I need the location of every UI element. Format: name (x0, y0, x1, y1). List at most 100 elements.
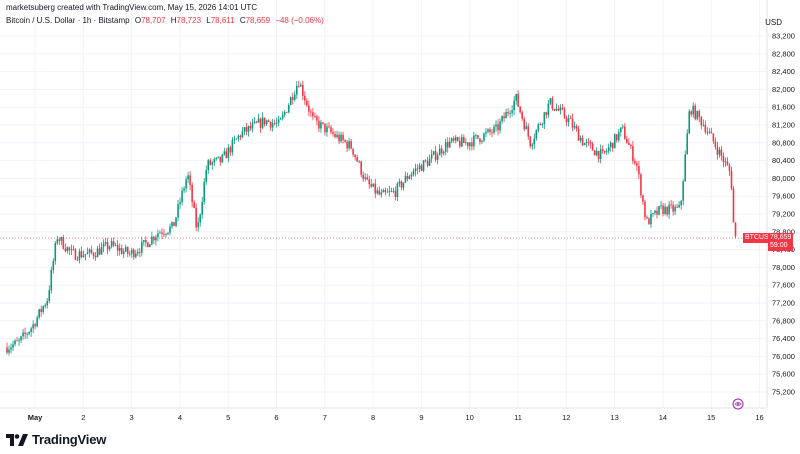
candle[interactable] (611, 142, 614, 152)
candle[interactable] (134, 249, 137, 259)
candle[interactable] (310, 108, 312, 117)
candle[interactable] (422, 159, 425, 173)
candle[interactable] (328, 122, 330, 129)
candle[interactable] (275, 117, 278, 128)
candle[interactable] (527, 123, 530, 140)
candle[interactable] (289, 96, 292, 106)
candle[interactable] (263, 117, 266, 127)
tradingview-brand[interactable]: TradingView (6, 432, 106, 447)
candle[interactable] (479, 138, 481, 145)
candle[interactable] (114, 242, 117, 247)
candle[interactable] (543, 112, 546, 129)
candle[interactable] (297, 80, 300, 88)
candle[interactable] (126, 246, 129, 258)
candle[interactable] (414, 163, 417, 177)
candle[interactable] (557, 105, 560, 112)
candle[interactable] (52, 258, 55, 274)
candle[interactable] (583, 142, 586, 146)
candle[interactable] (175, 216, 177, 228)
candle[interactable] (706, 127, 709, 136)
candle[interactable] (110, 238, 113, 249)
candle[interactable] (122, 248, 125, 259)
candle[interactable] (157, 229, 159, 242)
candle[interactable] (398, 178, 401, 187)
candle[interactable] (356, 154, 358, 163)
candle[interactable] (304, 91, 306, 105)
candle[interactable] (18, 337, 20, 347)
candle[interactable] (450, 137, 453, 144)
candle[interactable] (503, 112, 505, 123)
candle[interactable] (412, 168, 415, 177)
candle[interactable] (418, 163, 421, 173)
candle[interactable] (66, 246, 69, 254)
candle[interactable] (380, 188, 383, 198)
candle[interactable] (56, 236, 59, 245)
candle[interactable] (374, 179, 377, 199)
candle[interactable] (334, 131, 336, 139)
candle[interactable] (199, 213, 201, 227)
candle[interactable] (402, 182, 405, 191)
candle[interactable] (360, 160, 362, 178)
candle[interactable] (132, 248, 135, 260)
candle[interactable] (229, 145, 232, 157)
candle[interactable] (714, 137, 717, 150)
candle[interactable] (680, 200, 682, 210)
candle[interactable] (613, 133, 616, 149)
candle[interactable] (24, 327, 26, 339)
candle[interactable] (547, 100, 550, 118)
candle[interactable] (167, 232, 169, 236)
candle[interactable] (573, 121, 576, 130)
candle[interactable] (521, 110, 523, 121)
candle[interactable] (159, 230, 161, 234)
candle[interactable] (515, 93, 517, 105)
candle[interactable] (219, 156, 222, 166)
candle[interactable] (217, 156, 220, 159)
candle[interactable] (378, 186, 381, 196)
candle[interactable] (130, 247, 133, 258)
candle[interactable] (539, 122, 542, 126)
candle[interactable] (239, 134, 242, 141)
candle[interactable] (589, 140, 592, 149)
candle[interactable] (112, 237, 115, 248)
candle[interactable] (525, 121, 528, 130)
candle[interactable] (386, 188, 389, 193)
candle[interactable] (273, 119, 276, 126)
candle[interactable] (370, 178, 373, 189)
candle[interactable] (672, 201, 674, 216)
candle[interactable] (638, 160, 640, 180)
candle[interactable] (440, 145, 443, 158)
candle[interactable] (549, 97, 552, 105)
candle[interactable] (471, 137, 473, 151)
candle[interactable] (690, 110, 693, 117)
candle[interactable] (368, 175, 371, 189)
candle[interactable] (599, 144, 602, 164)
candle[interactable] (531, 142, 534, 150)
candle[interactable] (624, 123, 626, 140)
candle[interactable] (207, 158, 210, 174)
candle[interactable] (688, 109, 691, 135)
candle[interactable] (636, 161, 638, 171)
candle[interactable] (710, 127, 713, 134)
candle[interactable] (320, 119, 322, 133)
candle[interactable] (197, 217, 199, 232)
candle[interactable] (336, 130, 338, 139)
candle[interactable] (436, 152, 439, 165)
candle[interactable] (8, 345, 10, 356)
candle[interactable] (664, 203, 666, 216)
candle[interactable] (644, 199, 646, 221)
candle[interactable] (72, 245, 75, 251)
candle[interactable] (617, 128, 620, 143)
candle[interactable] (666, 206, 668, 217)
candle[interactable] (318, 116, 320, 132)
candle[interactable] (153, 235, 155, 244)
candle[interactable] (646, 215, 648, 220)
candle[interactable] (279, 117, 282, 120)
candle[interactable] (243, 126, 246, 136)
candle[interactable] (169, 223, 171, 236)
candle[interactable] (78, 248, 81, 264)
candle[interactable] (26, 332, 28, 339)
candle[interactable] (330, 124, 332, 135)
candle[interactable] (591, 141, 594, 151)
candle[interactable] (678, 201, 680, 209)
